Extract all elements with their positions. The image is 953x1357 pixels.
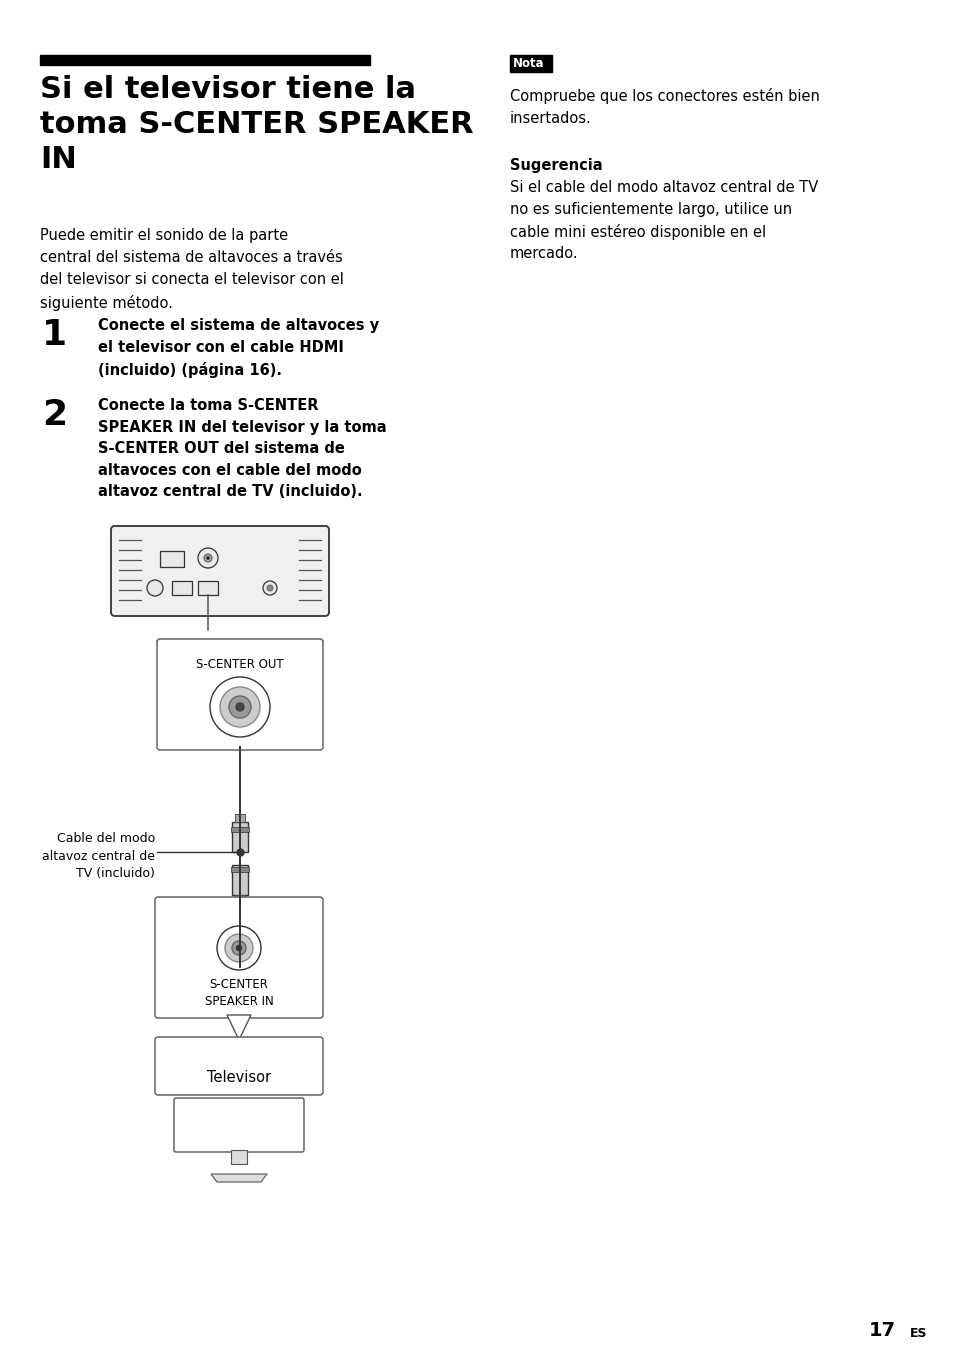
FancyBboxPatch shape (157, 639, 323, 750)
Circle shape (198, 548, 218, 569)
Circle shape (210, 677, 270, 737)
Circle shape (232, 940, 246, 955)
Text: Sugerencia: Sugerencia (510, 157, 602, 172)
Circle shape (216, 925, 261, 970)
FancyBboxPatch shape (111, 527, 329, 616)
Bar (231, 1149, 247, 1164)
Bar (198, 581, 218, 594)
Polygon shape (211, 1174, 267, 1182)
Text: Cable del modo
altavoz central de
TV (incluido): Cable del modo altavoz central de TV (in… (42, 832, 154, 879)
FancyBboxPatch shape (173, 1098, 304, 1152)
Circle shape (147, 579, 163, 596)
Bar (232, 822, 248, 852)
Polygon shape (227, 1015, 251, 1039)
Text: 17: 17 (868, 1320, 895, 1339)
Circle shape (229, 696, 251, 718)
Text: Televisor: Televisor (207, 1071, 271, 1086)
Circle shape (225, 934, 253, 962)
Text: S-CENTER OUT: S-CENTER OUT (196, 658, 283, 670)
Text: 2: 2 (42, 398, 67, 432)
Text: Conecte la toma S-CENTER
SPEAKER IN del televisor y la toma
S-CENTER OUT del sis: Conecte la toma S-CENTER SPEAKER IN del … (98, 398, 386, 499)
Text: Compruebe que los conectores estén bien
insertados.: Compruebe que los conectores estén bien … (510, 88, 819, 126)
Bar (231, 826, 249, 832)
Circle shape (236, 946, 241, 950)
Text: Conecte el sistema de altavoces y
el televisor con el cable HDMI
(incluido) (pág: Conecte el sistema de altavoces y el tel… (98, 318, 378, 377)
FancyBboxPatch shape (154, 1037, 323, 1095)
Text: Nota: Nota (513, 57, 544, 71)
Circle shape (235, 703, 244, 711)
Bar (234, 814, 245, 822)
FancyBboxPatch shape (154, 897, 323, 1018)
Bar (510, 56, 552, 72)
Bar (232, 864, 248, 896)
Text: Si el televisor tiene la
toma S-CENTER SPEAKER
IN: Si el televisor tiene la toma S-CENTER S… (40, 75, 473, 174)
Text: Puede emitir el sonido de la parte
central del sistema de altavoces a través
del: Puede emitir el sonido de la parte centr… (40, 228, 343, 311)
Text: 1: 1 (42, 318, 67, 351)
Circle shape (267, 585, 273, 592)
Bar (234, 896, 245, 902)
Text: S-CENTER
SPEAKER IN: S-CENTER SPEAKER IN (204, 978, 274, 1008)
Circle shape (204, 554, 212, 562)
Circle shape (263, 581, 276, 594)
Bar (172, 581, 192, 594)
Circle shape (220, 687, 260, 727)
Bar (40, 56, 370, 65)
Circle shape (206, 556, 210, 559)
Bar (231, 867, 249, 873)
Text: Si el cable del modo altavoz central de TV
no es suficientemente largo, utilice : Si el cable del modo altavoz central de … (510, 180, 818, 262)
Text: ES: ES (909, 1327, 926, 1339)
Bar (160, 551, 184, 567)
